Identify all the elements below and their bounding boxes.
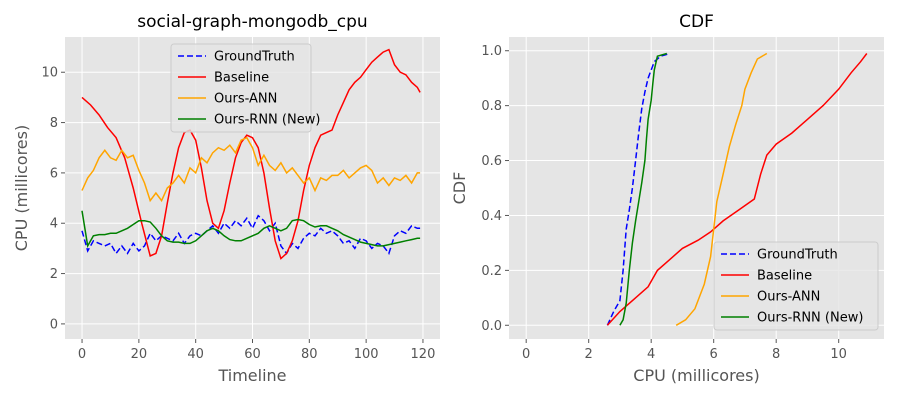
ts-legend-label: Ours-RNN (New)	[214, 113, 320, 128]
cdf-legend-label: GroundTruth	[757, 248, 838, 263]
ts-x-tick-label: 120	[411, 347, 436, 362]
cdf-panel: 0 2 4 6 8 10 0.0 0.2 0.4 0.6 0.8 1.0 CDF CPU (millico…	[450, 12, 884, 385]
cdf-series-baseline	[606, 53, 868, 326]
cdf-x-tick-label: 0	[522, 347, 530, 362]
ts-chart-title: social-graph-mongodb_cpu	[137, 12, 367, 32]
ts-x-tick-label: 0	[78, 347, 86, 362]
cdf-series-groundtruth	[606, 52, 671, 326]
cdf-x-tick-label: 10	[830, 347, 847, 362]
cdf-x-tick-label: 8	[772, 347, 780, 362]
ts-x-tick-label: 100	[354, 347, 379, 362]
cdf-series-ours-ann	[675, 52, 768, 326]
ts-legend: GroundTruth Baseline Ours-ANN Ours-RNN (New…	[170, 43, 320, 133]
cdf-x-tick-label: 4	[647, 347, 655, 362]
ts-y-axis-label: CPU (millicores)	[12, 125, 31, 251]
ts-x-tick-label: 60	[244, 347, 261, 362]
ts-y-tick-label: 8	[50, 116, 58, 131]
cdf-x-tick-label: 2	[585, 347, 593, 362]
ts-y-tick-label: 10	[41, 66, 58, 81]
ts-legend-label: GroundTruth	[214, 50, 295, 65]
cdf-x-axis-label: CPU (millicores)	[633, 366, 759, 385]
ts-y-tick-label: 6	[50, 166, 58, 181]
ts-x-tick-label: 40	[187, 347, 204, 362]
ts-x-tick-label: 80	[301, 347, 318, 362]
cdf-y-tick-label: 0.0	[481, 319, 502, 334]
cdf-chart-title: CDF	[679, 12, 714, 32]
ts-legend-box	[170, 43, 312, 133]
cdf-legend-label: Ours-RNN (New)	[757, 311, 863, 326]
cdf-legend: GroundTruth Baseline Ours-ANN Ours-RNN (New…	[713, 241, 879, 331]
ts-legend-label: Ours-ANN	[214, 92, 277, 107]
ts-y-tick-label: 2	[50, 267, 58, 282]
cdf-legend-label: Ours-ANN	[757, 290, 820, 305]
cdf-series-ours-rnn-new	[619, 52, 668, 326]
ts-y-tick-label: 4	[50, 217, 58, 232]
cdf-y-axis-label: CDF	[450, 172, 469, 205]
ts-series-groundtruth	[81, 214, 421, 256]
ts-x-axis-label: Timeline	[217, 366, 286, 385]
cdf-y-tick-label: 0.8	[481, 99, 502, 114]
cdf-x-tick-label: 6	[710, 347, 718, 362]
cdf-legend-label: Baseline	[757, 269, 812, 284]
cdf-legend-box	[713, 241, 879, 331]
cdf-y-tick-label: 1.0	[481, 44, 502, 59]
ts-panel: 0 20 40 60 80 100 120 0 2 4 6 8 10 social-graph-mongo…	[12, 12, 440, 385]
cdf-y-tick-label: 0.4	[481, 209, 502, 224]
ts-x-tick-label: 20	[131, 347, 148, 362]
ts-series-baseline	[81, 48, 421, 260]
cdf-y-tick-label: 0.6	[481, 154, 502, 169]
cdf-y-tick-label: 0.2	[481, 264, 502, 279]
ts-series-ours-ann	[81, 136, 421, 203]
ts-y-tick-label: 0	[50, 317, 58, 332]
ts-legend-label: Baseline	[214, 71, 269, 86]
ts-series-ours-rnn-new	[81, 210, 421, 249]
